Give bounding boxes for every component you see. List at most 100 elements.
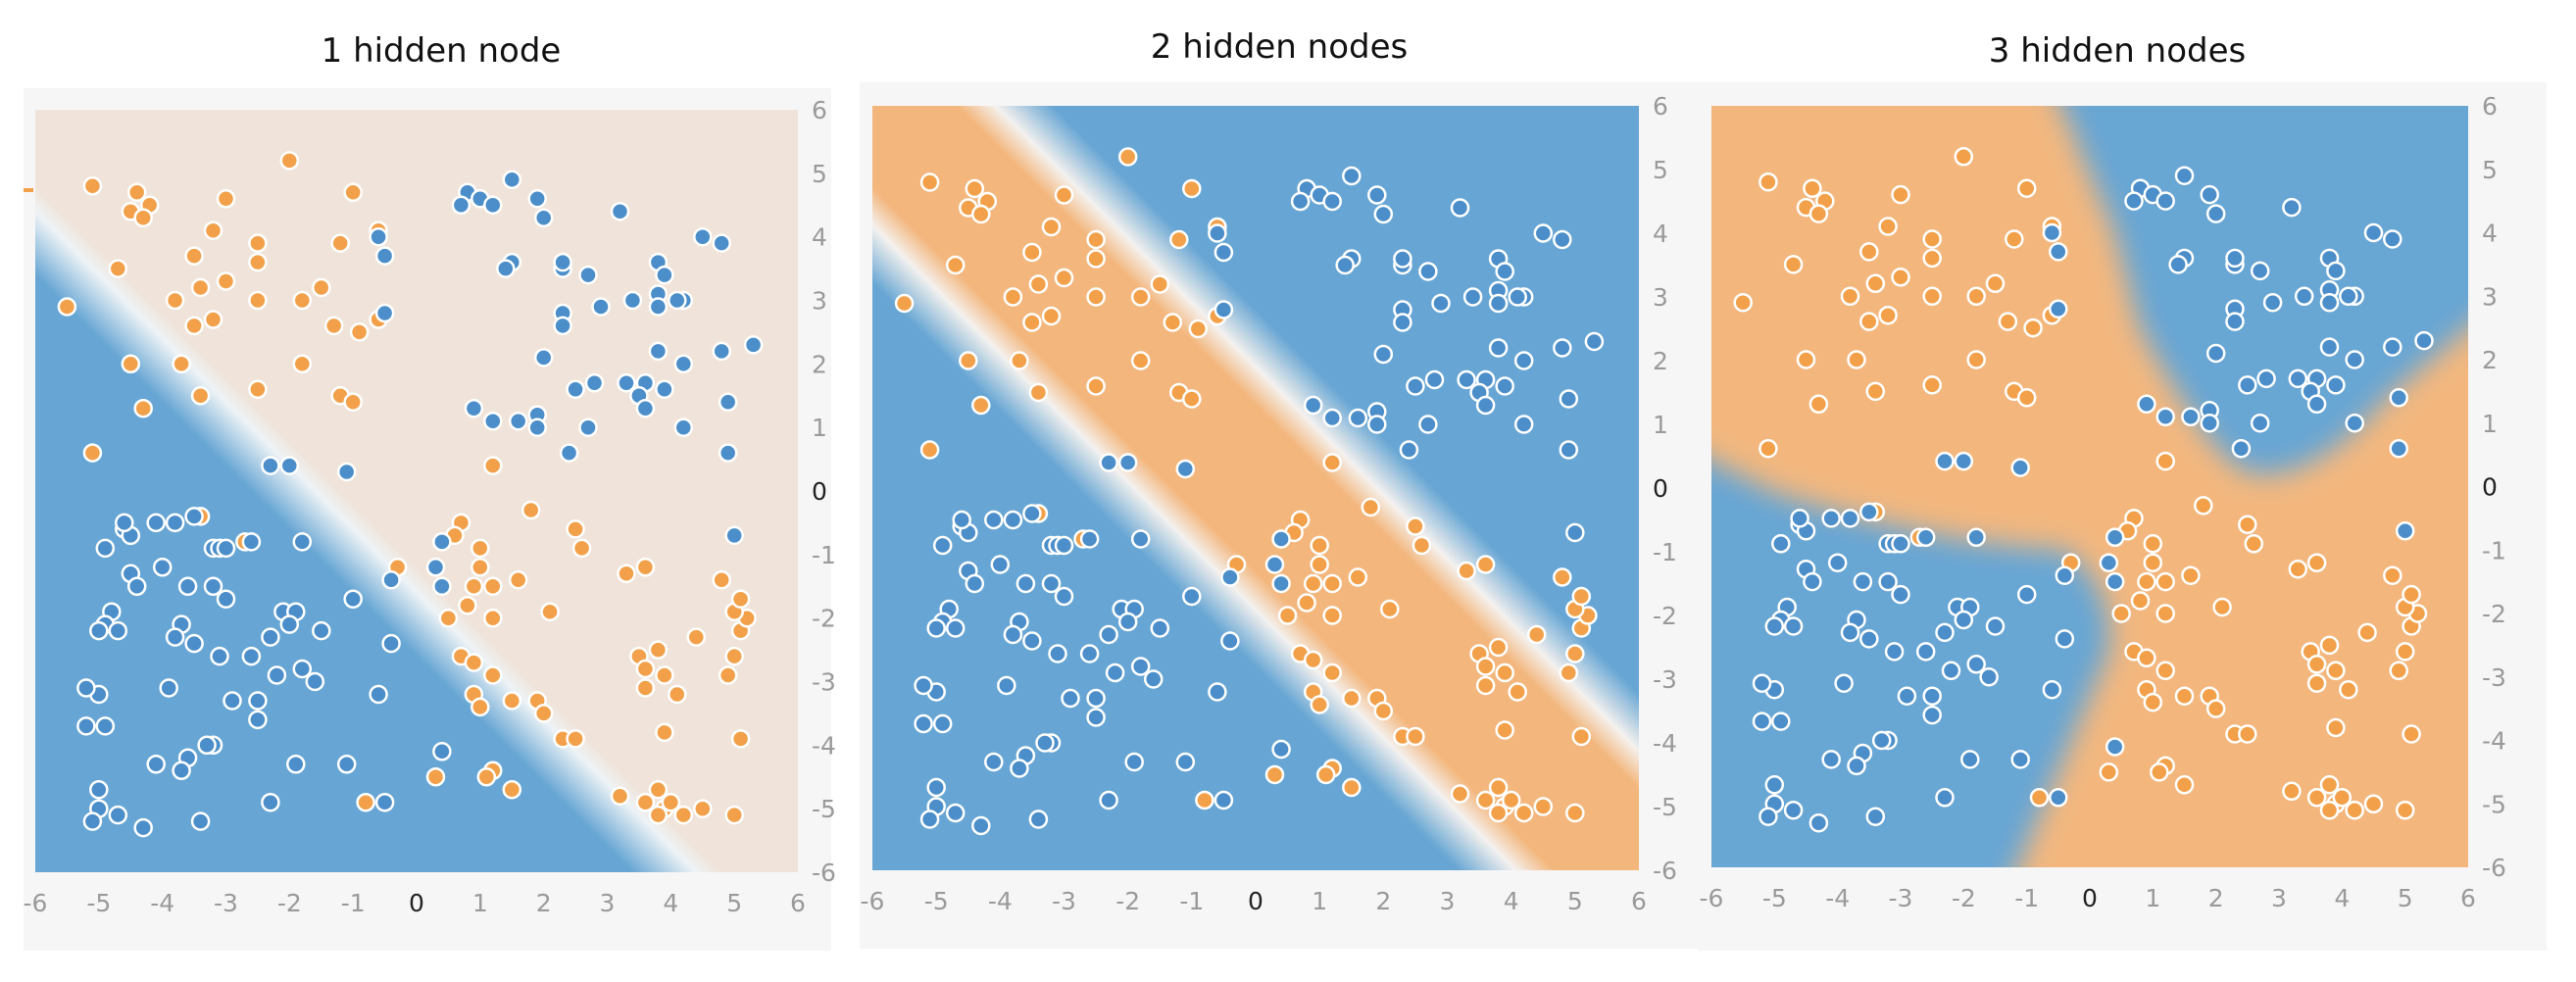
x-tick-label: 3	[600, 889, 616, 917]
data-point-blue	[1840, 622, 1860, 643]
data-point-orange	[1054, 185, 1074, 205]
x-tick-label: -5	[86, 889, 111, 917]
data-point-orange	[894, 293, 915, 314]
data-point-blue	[184, 633, 204, 654]
data-point-blue	[984, 752, 1004, 772]
data-point-orange	[673, 805, 694, 825]
data-point-orange	[184, 316, 204, 336]
data-point-blue	[2174, 166, 2195, 185]
data-point-blue	[1915, 642, 1936, 662]
y-tick-label: -1	[2482, 536, 2506, 565]
data-point-blue	[984, 510, 1004, 530]
data-point-blue	[1475, 395, 1496, 416]
data-point-orange	[730, 729, 751, 749]
data-point-orange	[1150, 274, 1170, 294]
data-point-orange	[1501, 790, 1521, 810]
data-point-blue	[1322, 408, 1342, 428]
y-tick-label: -1	[812, 541, 836, 569]
data-point-orange	[2238, 515, 2257, 535]
data-point-blue	[655, 265, 674, 285]
data-point-blue	[1985, 616, 2006, 636]
data-point-orange	[648, 640, 669, 660]
data-point-blue	[1271, 739, 1291, 760]
data-point-orange	[279, 151, 300, 171]
x-tick-label: -6	[1700, 884, 1724, 912]
data-point-orange	[2099, 762, 2119, 782]
y-tick-label: 6	[2482, 92, 2498, 121]
data-point-orange	[2395, 642, 2415, 662]
data-point-orange	[566, 519, 585, 539]
data-point-blue	[1079, 644, 1100, 663]
data-point-blue	[502, 170, 522, 190]
data-point-orange	[1361, 497, 1381, 517]
data-point-blue	[1214, 242, 1234, 263]
data-point-blue	[2105, 527, 2125, 548]
data-point-orange	[566, 729, 585, 749]
data-point-blue	[1935, 622, 1955, 643]
x-tick-label: 1	[2145, 884, 2160, 912]
data-point-blue	[2256, 368, 2276, 389]
data-point-orange	[2174, 686, 2195, 706]
data-point-orange	[1733, 292, 1753, 313]
data-point-blue	[2010, 750, 2030, 769]
data-point-blue	[1399, 440, 1419, 460]
data-point-orange	[343, 182, 363, 203]
data-point-blue	[2137, 394, 2156, 415]
data-point-blue	[165, 513, 185, 533]
data-point-blue	[1424, 369, 1445, 390]
data-point-orange	[2150, 762, 2169, 782]
y-tick-label: -4	[812, 731, 836, 760]
data-point-blue	[617, 373, 636, 393]
data-point-blue	[1099, 624, 1118, 645]
data-point-orange	[184, 246, 204, 266]
data-point-blue	[2168, 255, 2188, 274]
data-point-blue	[1099, 453, 1118, 472]
y-axis: 6 5 4 3 2 1 0 -1 -2 -3 -4 -5 -6	[2482, 92, 2506, 882]
data-point-orange	[1783, 255, 1804, 274]
y-tick-label: 5	[812, 160, 827, 188]
data-point-orange	[2402, 584, 2421, 605]
x-axis: -6 -5 -4 -3 -2 -1 0 1 2 3 4 5 6	[1700, 884, 2476, 912]
data-point-blue	[712, 233, 731, 253]
data-point-orange	[190, 277, 211, 298]
data-point-orange	[1310, 535, 1329, 556]
data-point-orange	[216, 189, 236, 209]
data-point-blue	[2345, 350, 2364, 369]
data-point-blue	[673, 417, 694, 437]
y-tick-label: 2	[2482, 346, 2498, 374]
data-point-orange	[1808, 204, 1829, 223]
data-point-orange	[1488, 637, 1509, 658]
data-point-blue	[693, 226, 713, 247]
data-point-blue	[241, 532, 262, 552]
data-point-orange	[1475, 790, 1496, 810]
data-point-blue	[1803, 571, 1822, 592]
data-point-orange	[292, 290, 313, 311]
data-point-orange	[2155, 661, 2175, 681]
x-tick-label: 1	[1312, 887, 1327, 915]
data-point-blue	[673, 354, 694, 374]
data-point-orange	[945, 255, 966, 275]
data-point-blue	[286, 755, 306, 774]
data-point-blue	[1028, 810, 1049, 829]
data-point-orange	[2282, 781, 2302, 802]
data-point-blue	[559, 443, 579, 463]
data-point-blue	[451, 195, 471, 216]
data-point-blue	[1130, 657, 1151, 676]
data-point-blue	[76, 716, 96, 736]
data-point-orange	[2029, 788, 2050, 808]
data-point-orange	[1188, 319, 1209, 339]
data-point-blue	[1035, 733, 1055, 753]
data-point-orange	[1003, 287, 1023, 307]
data-point-blue	[578, 265, 598, 285]
data-point-blue	[1488, 338, 1509, 358]
data-point-orange	[1508, 682, 1527, 702]
data-point-blue	[1565, 522, 1585, 543]
data-point-blue	[648, 341, 669, 362]
data-point-blue	[248, 710, 268, 730]
data-point-orange	[1264, 764, 1285, 785]
data-point-blue	[279, 456, 300, 475]
data-point-orange	[655, 722, 674, 743]
data-point-orange	[1303, 573, 1323, 594]
data-point-blue	[1335, 255, 1355, 275]
data-point-blue	[1462, 287, 1483, 307]
